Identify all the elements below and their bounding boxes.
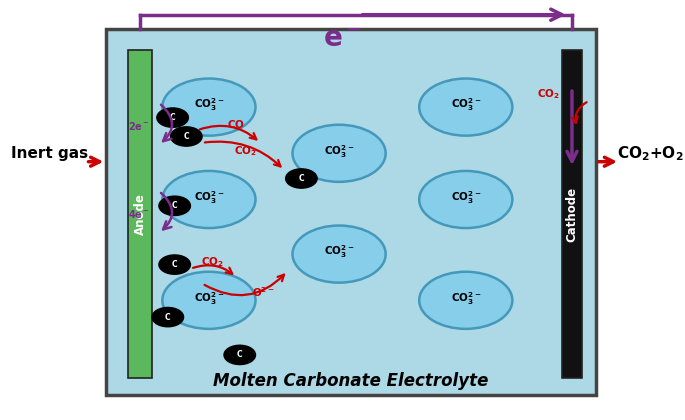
Bar xyxy=(106,29,596,395)
Circle shape xyxy=(152,307,184,327)
Text: $\mathbf{O^{2-}}$: $\mathbf{O^{2-}}$ xyxy=(252,285,275,299)
Text: $\mathbf{CO_3^{2-}}$: $\mathbf{CO_3^{2-}}$ xyxy=(194,189,224,206)
Text: $\mathbf{CO_2}$: $\mathbf{CO_2}$ xyxy=(536,88,560,101)
Circle shape xyxy=(224,345,256,365)
Text: $\mathbf{CO_3^{2-}}$: $\mathbf{CO_3^{2-}}$ xyxy=(324,143,354,160)
Bar xyxy=(129,50,152,378)
Text: Inert gas: Inert gas xyxy=(11,146,88,161)
Text: C: C xyxy=(172,201,177,210)
Circle shape xyxy=(419,171,512,228)
Circle shape xyxy=(419,79,512,136)
Circle shape xyxy=(162,171,256,228)
Text: $\mathbf{CO_3^{2-}}$: $\mathbf{CO_3^{2-}}$ xyxy=(451,97,481,113)
Text: C: C xyxy=(165,312,171,322)
Text: C: C xyxy=(170,113,175,122)
Text: Cathode: Cathode xyxy=(566,186,578,242)
Text: $\mathbf{CO_3^{2-}}$: $\mathbf{CO_3^{2-}}$ xyxy=(194,97,224,113)
Text: $\mathbf{4e^-}$: $\mathbf{4e^-}$ xyxy=(127,208,149,220)
Text: $\mathbf{CO_3^{2-}}$: $\mathbf{CO_3^{2-}}$ xyxy=(451,189,481,206)
Text: $\mathbf{CO_2}$: $\mathbf{CO_2}$ xyxy=(234,144,257,158)
Circle shape xyxy=(419,272,512,329)
Text: C: C xyxy=(237,350,242,360)
Text: $\mathbf{CO_3^{2-}}$: $\mathbf{CO_3^{2-}}$ xyxy=(194,290,224,307)
Circle shape xyxy=(171,127,202,146)
Text: $\mathbf{CO_3^{2-}}$: $\mathbf{CO_3^{2-}}$ xyxy=(324,244,354,260)
Circle shape xyxy=(159,255,190,274)
Text: C: C xyxy=(184,132,189,141)
Circle shape xyxy=(162,272,256,329)
Text: $\mathbf{CO}$: $\mathbf{CO}$ xyxy=(227,118,245,130)
Circle shape xyxy=(292,125,386,182)
Circle shape xyxy=(159,196,190,215)
Text: C: C xyxy=(299,174,304,183)
Circle shape xyxy=(286,169,317,188)
Text: $\mathbf{CO_2}$: $\mathbf{CO_2}$ xyxy=(201,256,224,269)
Circle shape xyxy=(157,108,188,127)
Bar xyxy=(562,50,582,378)
Text: $\mathbf{e^-}$: $\mathbf{e^-}$ xyxy=(323,25,362,52)
Text: $\mathbf{2e^-}$: $\mathbf{2e^-}$ xyxy=(127,120,149,132)
Text: Anode: Anode xyxy=(134,193,147,235)
Circle shape xyxy=(292,226,386,283)
Text: Molten Carbonate Electrolyte: Molten Carbonate Electrolyte xyxy=(213,373,489,390)
Circle shape xyxy=(162,79,256,136)
Text: C: C xyxy=(172,260,177,269)
Text: $\mathbf{CO_3^{2-}}$: $\mathbf{CO_3^{2-}}$ xyxy=(451,290,481,307)
Text: $\mathbf{CO_2{+}O_2}$: $\mathbf{CO_2{+}O_2}$ xyxy=(617,144,684,163)
